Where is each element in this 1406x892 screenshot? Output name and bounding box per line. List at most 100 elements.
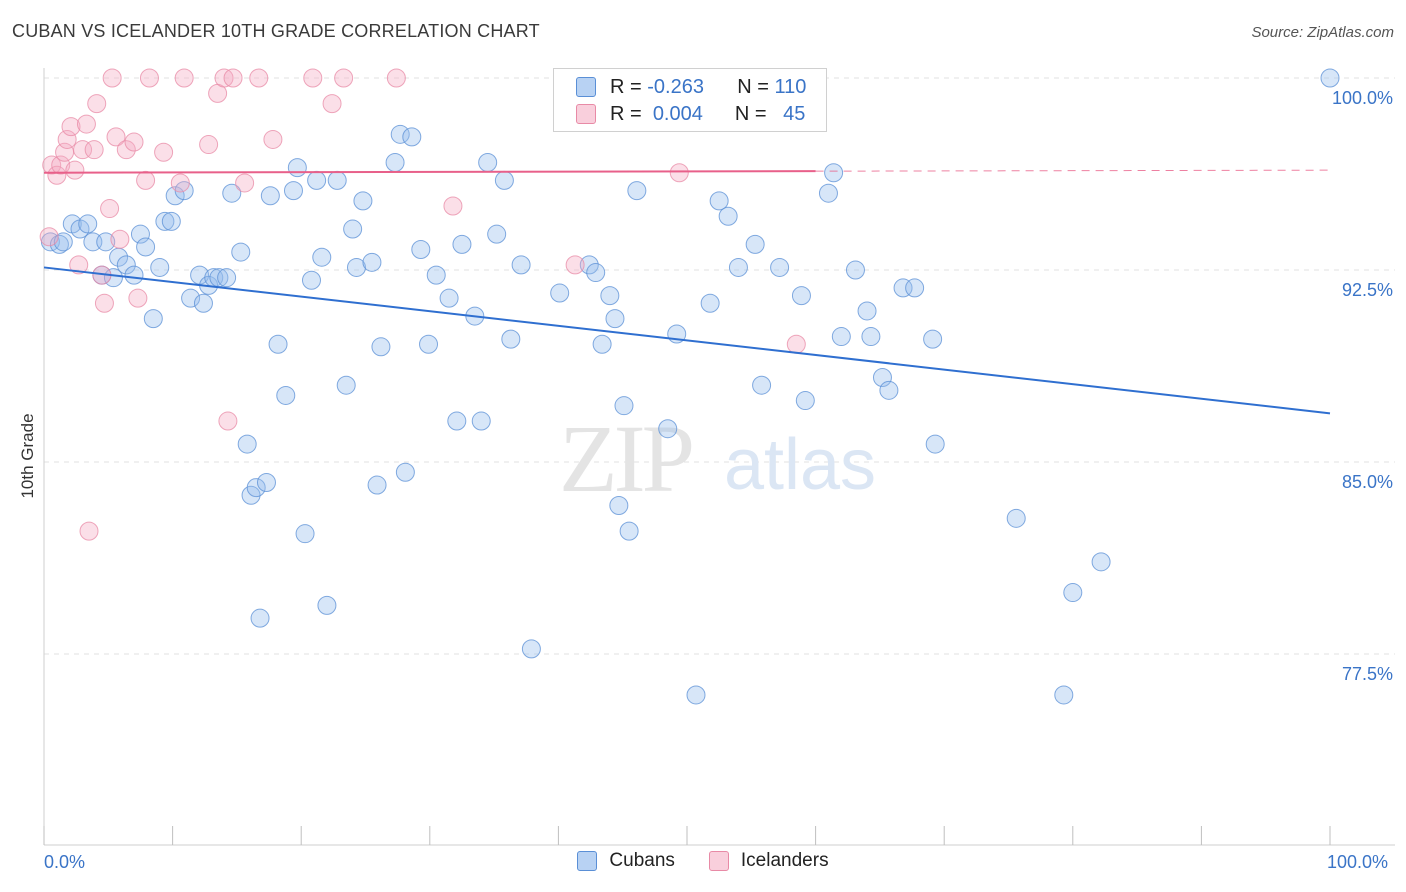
cubans-point-13 (130, 224, 150, 244)
legend-item-icelanders: Icelanders (708, 850, 829, 872)
cubans-point-69 (511, 255, 531, 275)
cubans-point-60 (439, 288, 459, 308)
icelanders-point-20 (116, 140, 136, 160)
cubans-point-101 (893, 278, 913, 298)
cubans-point-89 (752, 375, 772, 395)
cubans-point-16 (150, 257, 170, 277)
cubans-point-40 (295, 524, 315, 544)
cubans-point-45 (327, 170, 347, 190)
watermark: ZIP atlas (559, 405, 876, 512)
cubans-r-value: -0.263 (647, 75, 704, 98)
cubans-point-59 (426, 265, 446, 285)
legend-item-cubans: Cubans (577, 850, 675, 872)
cubans-point-84 (700, 293, 720, 313)
tick-labels: 77.5% 85.0% 92.5% 100.0% (1332, 88, 1393, 684)
cubans-point-97 (857, 301, 877, 321)
icelanders-point-9 (73, 140, 93, 160)
icelanders-point-32 (223, 68, 243, 88)
y-tick-label-3: 100.0% (1332, 88, 1393, 108)
icelanders-point-2 (47, 165, 67, 185)
cubans-point-85 (709, 191, 729, 211)
legend-n-label: N = (734, 102, 767, 125)
cubans-point-46 (336, 375, 356, 395)
cubans-point-53 (385, 152, 405, 172)
icelanders-point-6 (61, 117, 81, 137)
legend-n-label: N = (737, 75, 769, 98)
cubans-point-61 (447, 411, 467, 431)
cubans-point-29 (231, 242, 251, 262)
cubans-point-49 (353, 191, 373, 211)
cubans-point-2 (53, 232, 73, 252)
icelanders-point-44 (786, 334, 806, 354)
cubans-point-55 (395, 462, 415, 482)
cubans-legend-label: Cubans (609, 850, 675, 871)
cubans-point-107 (1091, 552, 1111, 572)
trend-lines (43, 169, 1331, 415)
cubans-point-93 (818, 183, 838, 203)
cubans-point-96 (845, 260, 865, 280)
cubans-point-18 (161, 211, 181, 231)
watermark-zip: ZIP (559, 405, 692, 512)
icelanders-point-17 (102, 68, 122, 88)
cubans-point-42 (307, 170, 327, 190)
cubans-point-94 (824, 163, 844, 183)
icelanders-point-0 (39, 227, 59, 247)
icelanders-point-43 (669, 163, 689, 183)
cubans-point-73 (586, 263, 606, 283)
cubans-point-80 (627, 181, 647, 201)
y-tick-label-2: 92.5% (1342, 280, 1393, 300)
cubans-point-50 (362, 252, 382, 272)
y-tick-label-1: 85.0% (1342, 472, 1393, 492)
cubans-point-62 (452, 234, 472, 254)
icelanders-point-39 (386, 68, 406, 88)
cubans-point-30 (237, 434, 257, 454)
icelanders-point-37 (322, 94, 342, 114)
icelanders-point-24 (139, 68, 159, 88)
cubans-point-95 (831, 327, 851, 347)
cubans-point-43 (312, 247, 332, 267)
cubans-point-64 (471, 411, 491, 431)
source-label: Source: ZipAtlas.com (1251, 24, 1394, 41)
cubans-point-38 (283, 181, 303, 201)
watermark-atlas: atlas (724, 425, 876, 505)
icelanders-point-7 (65, 160, 85, 180)
icelanders-point-41 (565, 255, 585, 275)
icelanders-point-22 (128, 288, 148, 308)
cubans-point-74 (592, 334, 612, 354)
icelanders-point-16 (100, 199, 120, 219)
cubans-point-11 (116, 255, 136, 275)
cubans-point-78 (614, 396, 634, 416)
cubans-point-12 (124, 265, 144, 285)
icelanders-point-25 (154, 142, 174, 162)
legend-row-icelanders: R = 0.004 N = 45 (576, 101, 805, 127)
icelanders-point-34 (249, 68, 269, 88)
cubans-point-108 (1054, 685, 1074, 705)
data-points (39, 68, 1340, 705)
icelanders-point-18 (106, 127, 126, 147)
cubans-point-52 (371, 337, 391, 357)
cubans-point-51 (367, 475, 387, 495)
cubans-point-75 (600, 286, 620, 306)
cubans-point-83 (686, 685, 706, 705)
icelanders-point-28 (199, 135, 219, 155)
icelanders-legend-label: Icelanders (740, 850, 829, 871)
cubans-legend-swatch (577, 851, 598, 871)
icelanders-point-36 (303, 68, 323, 88)
icelanders-point-19 (110, 229, 130, 249)
icelanders-point-23 (136, 170, 156, 190)
cubans-point-65 (478, 152, 498, 172)
icelanders-n-value: 45 (783, 102, 806, 125)
cubans-point-33 (250, 608, 270, 628)
cubans-point-68 (501, 329, 521, 349)
cubans-point-106 (1063, 583, 1083, 603)
icelanders-legend-swatch (708, 851, 729, 871)
cubans-point-66 (487, 224, 507, 244)
icelanders-point-38 (334, 68, 354, 88)
cubans-point-27 (217, 268, 237, 288)
cubans-point-19 (165, 186, 185, 206)
cubans-point-44 (317, 595, 337, 615)
icelanders-point-8 (69, 255, 89, 275)
cubans-point-87 (728, 257, 748, 277)
cubans-point-23 (193, 293, 213, 313)
